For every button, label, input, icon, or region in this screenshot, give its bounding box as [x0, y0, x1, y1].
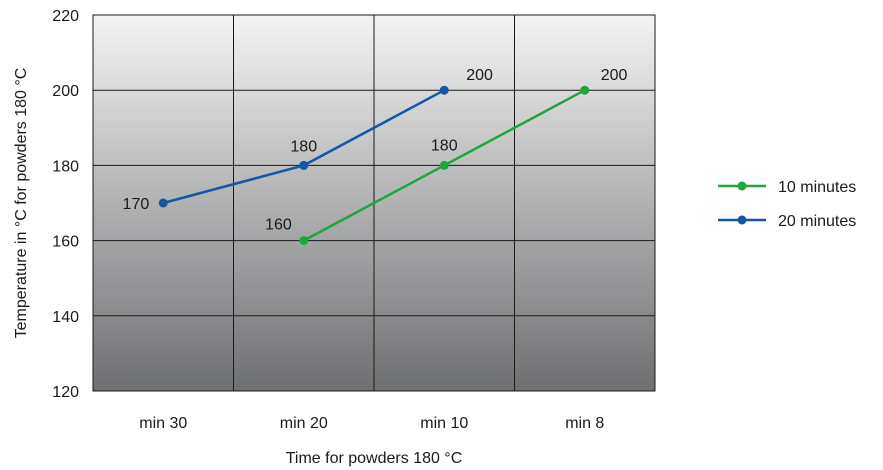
legend-label: 20 minutes — [778, 213, 856, 230]
x-axis-title: Time for powders 180 °C — [286, 450, 463, 467]
y-axis-ticks: 120 140 160 180 200 220 — [52, 8, 79, 401]
y-tick-label: 160 — [52, 234, 79, 251]
y-axis-title: Temperature in °C for powders 180 °C — [13, 68, 30, 339]
y-tick-label: 200 — [52, 83, 79, 100]
data-label: 200 — [601, 67, 628, 84]
data-label: 160 — [265, 217, 292, 234]
legend-label: 10 minutes — [778, 179, 856, 196]
y-tick-label: 120 — [52, 384, 79, 401]
x-tick-label: min 10 — [420, 415, 468, 432]
data-label: 200 — [466, 67, 493, 84]
x-tick-label: min 20 — [280, 415, 328, 432]
data-point — [439, 85, 449, 95]
x-axis-ticks: min 30 min 20 min 10 min 8 — [139, 415, 604, 432]
series-group: 170 180 200 160 180 200 — [123, 67, 628, 246]
legend-marker — [737, 215, 747, 225]
data-label: 180 — [290, 138, 317, 155]
data-point — [299, 236, 309, 246]
x-tick-label: min 30 — [139, 415, 187, 432]
y-tick-label: 180 — [52, 158, 79, 175]
legend-marker — [737, 181, 747, 191]
y-tick-label: 140 — [52, 309, 79, 326]
data-point — [439, 160, 449, 170]
y-tick-label: 220 — [52, 8, 79, 25]
data-point — [158, 198, 168, 208]
data-point — [580, 85, 590, 95]
data-point — [299, 160, 309, 170]
legend: 10 minutes 20 minutes — [718, 179, 856, 230]
x-tick-label: min 8 — [565, 415, 604, 432]
data-label: 170 — [123, 196, 150, 213]
data-label: 180 — [431, 137, 458, 154]
